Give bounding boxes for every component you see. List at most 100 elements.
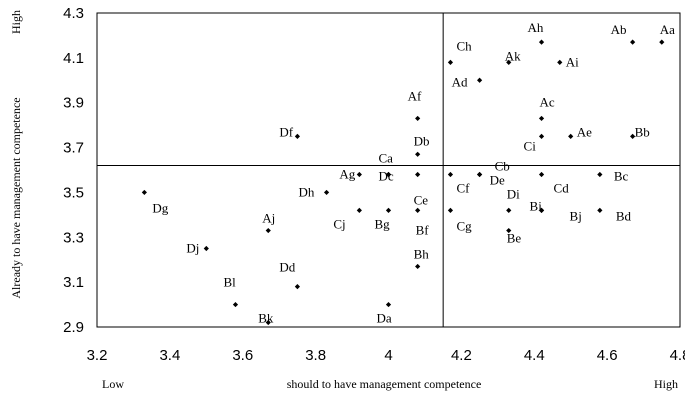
point-label-aj: Aj bbox=[262, 211, 275, 226]
point-label-bk: Bk bbox=[258, 311, 274, 326]
data-point-bk bbox=[265, 319, 271, 326]
point-label-dg: Dg bbox=[152, 200, 168, 215]
data-point-bc bbox=[597, 171, 603, 178]
x-tick-label: 3.4 bbox=[159, 347, 180, 364]
data-point-ab bbox=[630, 39, 636, 45]
point-label-cf: Cf bbox=[456, 180, 470, 195]
y-tick-label: 2.9 bbox=[63, 319, 84, 336]
point-label-ai: Ai bbox=[566, 54, 579, 69]
point-label-ad: Ad bbox=[452, 74, 468, 89]
x-tick-label: 4.6 bbox=[597, 347, 618, 364]
data-point-ag bbox=[356, 171, 362, 178]
x-tick-label: 3.6 bbox=[232, 347, 253, 364]
x-low-label: Low bbox=[102, 377, 124, 391]
data-point-bh bbox=[415, 263, 421, 270]
data-point-aa bbox=[659, 39, 665, 45]
data-point-di bbox=[506, 207, 512, 213]
point-label-be: Be bbox=[507, 231, 522, 246]
point-label-aa: Aa bbox=[660, 22, 675, 37]
point-label-dh: Dh bbox=[299, 184, 315, 199]
point-label-bd: Bd bbox=[616, 208, 632, 223]
point-label-de: De bbox=[490, 172, 505, 187]
x-tick-label: 3.2 bbox=[87, 347, 108, 364]
data-point-db bbox=[415, 151, 421, 157]
data-point-dc bbox=[385, 171, 392, 178]
y-tick-label: 3.7 bbox=[63, 140, 84, 157]
data-point-ah bbox=[538, 39, 545, 45]
y-tick-label: 3.9 bbox=[63, 95, 84, 112]
point-label-db: Db bbox=[414, 133, 430, 148]
data-point-ch bbox=[447, 59, 454, 65]
point-label-da: Da bbox=[377, 311, 392, 326]
data-point-bj bbox=[538, 207, 545, 213]
point-label-cd: Cd bbox=[554, 180, 570, 195]
x-tick-label: 4.4 bbox=[524, 347, 545, 364]
point-label-dj: Dj bbox=[186, 241, 199, 256]
point-label-ak: Ak bbox=[505, 48, 521, 63]
y-tick-label: 4.1 bbox=[63, 50, 84, 67]
point-label-bi: Bi bbox=[530, 198, 543, 213]
data-point-dd bbox=[294, 284, 301, 290]
x-tick-label: 4.2 bbox=[451, 347, 472, 364]
point-label-ag: Ag bbox=[339, 166, 355, 181]
data-point-cd bbox=[538, 171, 545, 178]
point-label-ca: Ca bbox=[379, 150, 394, 165]
data-point-de bbox=[476, 171, 483, 178]
data-point-bb bbox=[630, 133, 636, 139]
x-tick-label: 4 bbox=[384, 347, 392, 364]
data-point-ad bbox=[476, 77, 483, 83]
point-label-bc: Bc bbox=[614, 168, 629, 183]
point-label-af: Af bbox=[408, 88, 422, 103]
point-label-ch: Ch bbox=[456, 38, 472, 53]
data-point-bl bbox=[232, 301, 239, 308]
y-tick-label: 3.1 bbox=[63, 274, 84, 291]
y-axis-label: Already to have management competence bbox=[9, 97, 23, 298]
point-label-bb: Bb bbox=[635, 124, 650, 139]
data-point-dh bbox=[323, 189, 330, 196]
data-point-da bbox=[385, 301, 392, 308]
point-label-cb: Cb bbox=[495, 158, 510, 173]
point-label-cg: Cg bbox=[456, 218, 472, 233]
data-points bbox=[141, 39, 665, 326]
y-tick-label: 3.3 bbox=[63, 229, 84, 246]
data-point-ae bbox=[568, 133, 574, 139]
point-label-cj: Cj bbox=[333, 216, 345, 231]
data-point-be bbox=[506, 227, 512, 234]
point-label-dd: Dd bbox=[279, 260, 295, 275]
plot-frame bbox=[96, 12, 681, 328]
point-label-bl: Bl bbox=[223, 275, 236, 290]
point-label-ce: Ce bbox=[414, 192, 429, 207]
point-label-bf: Bf bbox=[416, 222, 430, 237]
data-point-bg bbox=[385, 207, 392, 213]
point-label-di: Di bbox=[507, 186, 520, 201]
point-label-ae: Ae bbox=[577, 124, 592, 139]
point-label-bg: Bg bbox=[375, 216, 391, 231]
data-point-cg bbox=[447, 207, 454, 213]
y-tick-label: 4.3 bbox=[63, 5, 84, 22]
x-high-label: High bbox=[654, 377, 678, 391]
data-point-af bbox=[415, 115, 421, 122]
data-point-dg bbox=[141, 189, 147, 196]
data-point-ai bbox=[557, 59, 563, 65]
point-labels: Aa Ab Ah Ai Ak Ch Ad Af Ac Ae Bb Ci Df Db Ca Ag Dc Ce Cf Cb… bbox=[152, 20, 675, 325]
x-tick-labels: 3.2 3.4 3.6 3.8 4 4.2 4.4 4.6 4.8 bbox=[87, 347, 685, 364]
data-point-df bbox=[294, 133, 301, 139]
point-label-df: Df bbox=[279, 124, 293, 139]
data-point-bd bbox=[597, 207, 603, 213]
point-label-bh: Bh bbox=[414, 246, 430, 261]
point-label-ab: Ab bbox=[611, 22, 627, 37]
data-point-dj bbox=[203, 245, 209, 252]
data-point-ce bbox=[415, 171, 421, 178]
point-label-bj: Bj bbox=[570, 208, 582, 223]
x-axis-label: should to have management competence bbox=[287, 377, 482, 391]
y-tick-label: 3.5 bbox=[63, 184, 84, 201]
data-point-cf bbox=[447, 171, 454, 178]
data-point-ac bbox=[538, 115, 545, 122]
data-point-ak bbox=[506, 59, 512, 65]
data-point-aj bbox=[265, 227, 271, 234]
point-label-ah: Ah bbox=[528, 20, 544, 35]
data-point-cj bbox=[356, 207, 362, 213]
y-high-label: High bbox=[9, 10, 23, 34]
point-label-ci: Ci bbox=[524, 138, 537, 153]
